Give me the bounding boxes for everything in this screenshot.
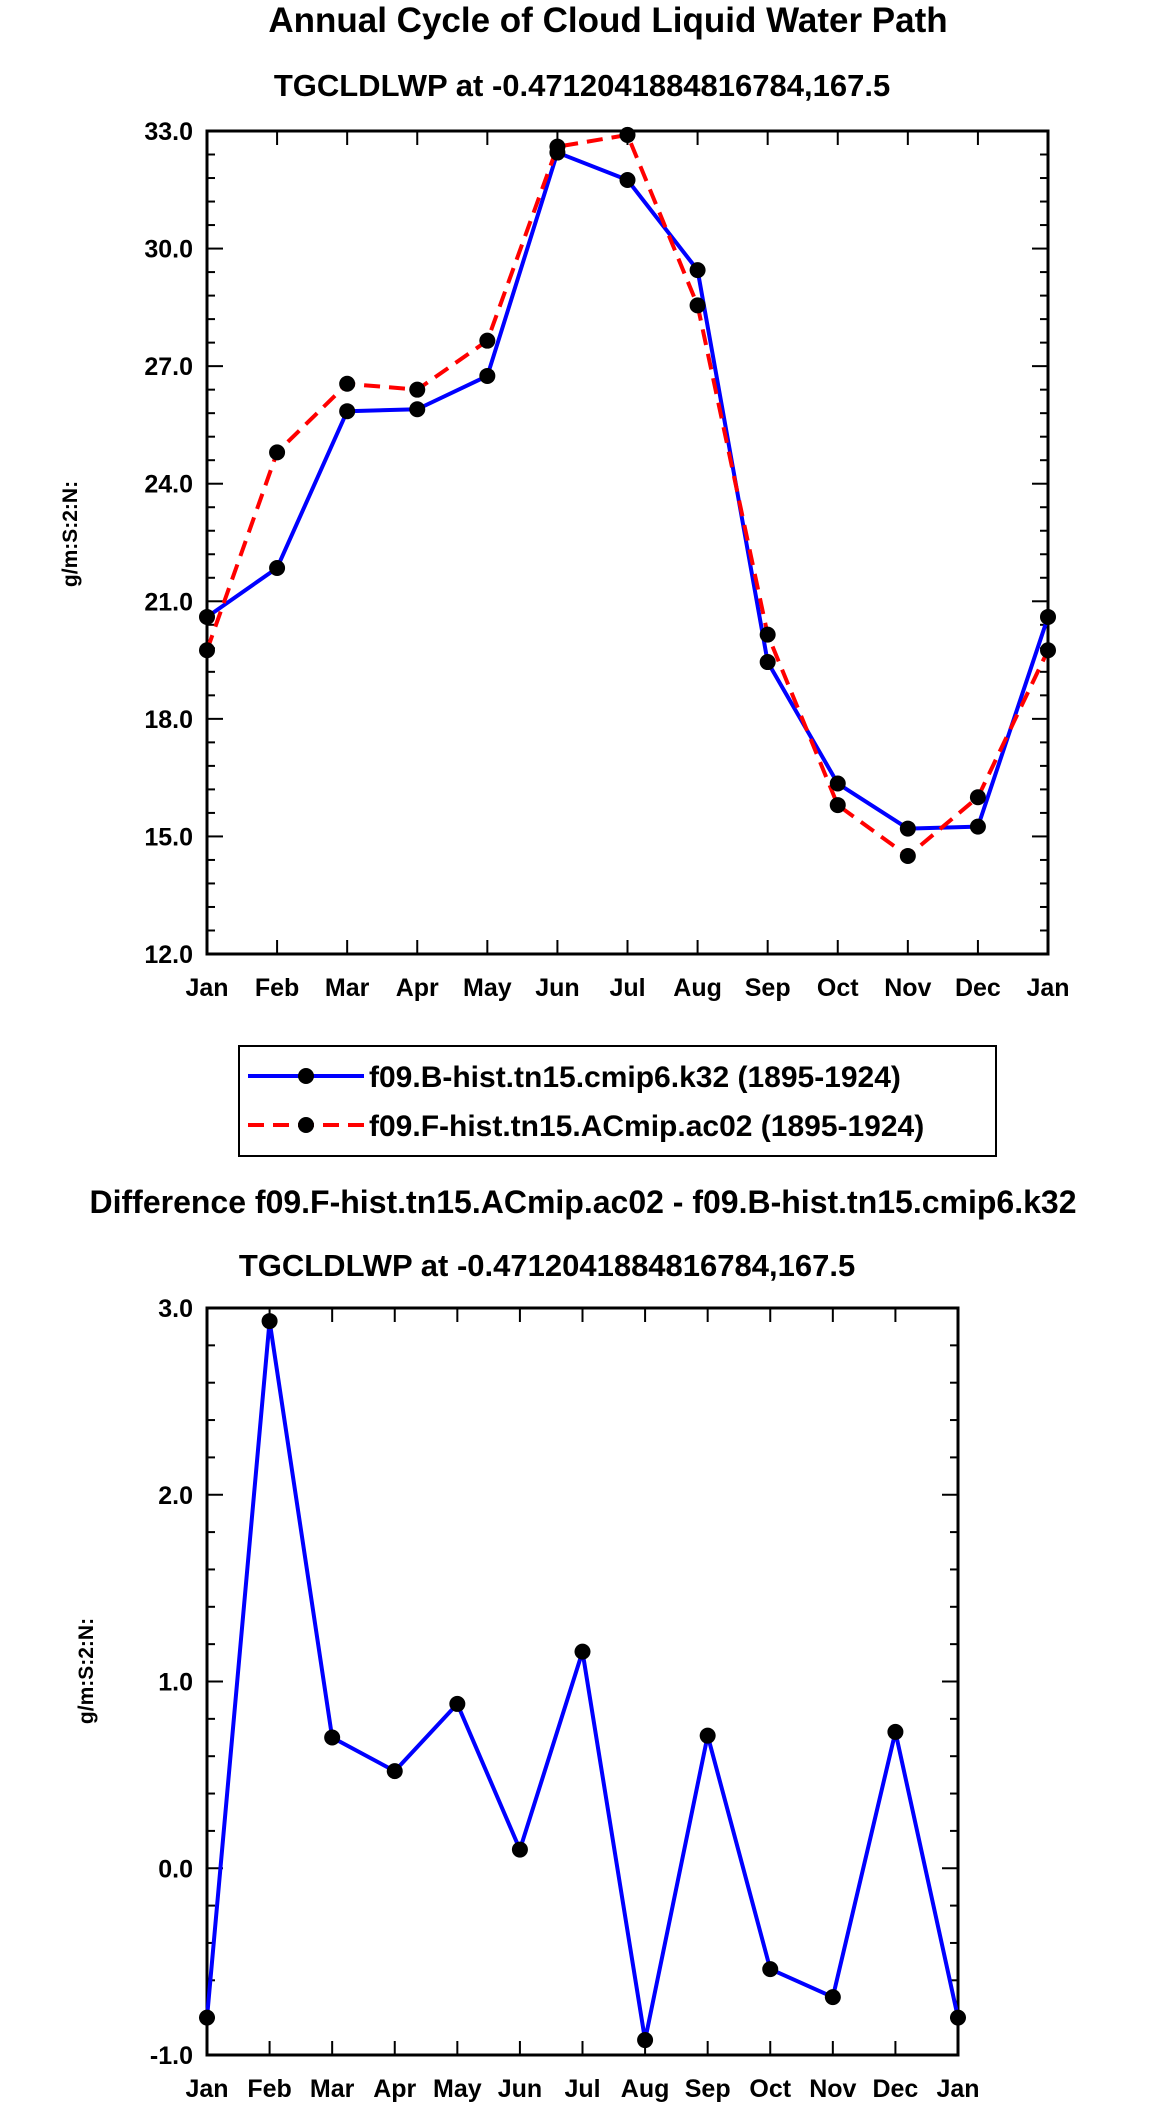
chart2-x-tick-label: Nov (809, 2075, 856, 2103)
chart2-y-tick-label: 2.0 (158, 1482, 193, 1510)
chart2-y-tick-label: 1.0 (158, 1669, 193, 1697)
chart1-plot-frame (205, 129, 1050, 956)
chart2-series-1-point (324, 1729, 341, 1746)
chart2-series-1-point (574, 1643, 591, 1660)
chart2-x-tick-label: Oct (749, 2075, 791, 2103)
chart1-x-tick-label: May (463, 974, 512, 1002)
chart2-y-tick-label: 3.0 (158, 1295, 193, 1323)
legend-marker-series-1 (298, 1068, 314, 1084)
chart2-x-tick-label: Sep (685, 2075, 731, 2103)
chart1-series-2-line (205, 132, 1050, 859)
chart2-x-tick-label: Dec (872, 2075, 918, 2103)
chart1-series-2-point (619, 126, 636, 143)
legend-marker-series-2 (298, 1117, 314, 1133)
chart1-series-1-point (689, 262, 706, 279)
chart1-series-1-point (829, 775, 846, 792)
chart1-subtitle: TGCLDLWP at -0.4712041884816784,167.5 (274, 68, 890, 103)
chart2-series-1-point (887, 1723, 904, 1740)
chart1-y-tick-label: 21.0 (144, 588, 193, 616)
chart2-x-tick-label: Jul (564, 2075, 600, 2103)
chart1-series-1-point (1040, 608, 1056, 625)
chart1-x-tick-label: Jul (609, 974, 645, 1002)
chart1-y-tick-label: 18.0 (144, 706, 193, 734)
chart1-x-tick-label: Nov (884, 974, 931, 1002)
chart1-series-1-point (899, 820, 916, 837)
chart2-series-1-line (205, 1319, 960, 2043)
chart2-x-tick-label: Feb (247, 2075, 291, 2103)
chart2-series-1-point (261, 1313, 278, 1330)
chart2-subtitle: TGCLDLWP at -0.4712041884816784,167.5 (239, 1248, 855, 1283)
chart1-series-2-point (1040, 642, 1056, 659)
chart2-y-axis-label: g/m:S:2:N: (75, 1618, 98, 1724)
chart1-series-2-point (479, 332, 496, 349)
chart1-series-2-point (899, 848, 916, 865)
legend-label-series-2: f09.F-hist.tn15.ACmip.ac02 (1895-1924) (369, 1110, 924, 1143)
chart1-y-tick-label: 12.0 (144, 941, 193, 969)
chart2-series-1-point (511, 1841, 528, 1858)
chart2-x-tick-label: May (433, 2075, 482, 2103)
chart1-x-tick-label: Jan (1026, 974, 1069, 1002)
chart2-x-tick-label: Jan (185, 2075, 228, 2103)
chart1-series-2-point (549, 138, 566, 155)
chart2-x-tick-label: Jan (936, 2075, 979, 2103)
chart1-series-1-point (199, 608, 215, 625)
chart1-series-1-point (479, 367, 496, 384)
chart1-y-tick-label: 30.0 (144, 236, 193, 264)
chart2-series-1-point (386, 1763, 403, 1780)
chart1-x-tick-label: Mar (325, 974, 370, 1002)
chart1-y-tick-label: 24.0 (144, 471, 193, 499)
chart1-legend: f09.B-hist.tn15.cmip6.k32 (1895-1924) f0… (238, 1045, 997, 1157)
chart2-x-tick-label: Mar (310, 2075, 355, 2103)
chart1-series-1-point (969, 818, 986, 835)
chart2-x-tick-label: Apr (373, 2075, 416, 2103)
chart1-x-tick-label: Feb (255, 974, 299, 1002)
chart1-y-tick-label: 27.0 (144, 353, 193, 381)
chart1-x-tick-label: Apr (396, 974, 439, 1002)
chart1-series-2-point (759, 626, 776, 643)
chart1-title: Annual Cycle of Cloud Liquid Water Path (268, 1, 947, 40)
chart1-series-2-point (409, 381, 426, 398)
difference-chart: Difference f09.F-hist.tn15.ACmip.ac02 - … (75, 1184, 1076, 2103)
chart1-series-2-point (969, 789, 986, 806)
chart2-series-1-point (699, 1727, 716, 1744)
chart1-y-tick-label: 15.0 (144, 823, 193, 851)
chart1-x-tick-label: Jun (535, 974, 579, 1002)
chart1-series-1-point (269, 559, 286, 576)
chart1-series-1-point (409, 401, 426, 418)
chart2-series-1-point (762, 1961, 779, 1978)
chart2-x-tick-label: Jun (498, 2075, 542, 2103)
chart1-x-tick-label: Aug (673, 974, 722, 1002)
chart2-y-tick-label: -1.0 (150, 2042, 193, 2070)
chart1-y-axis-label: g/m:S:2:N: (59, 481, 82, 587)
chart2-title: Difference f09.F-hist.tn15.ACmip.ac02 - … (90, 1184, 1077, 1220)
chart1-x-tick-label: Dec (955, 974, 1001, 1002)
chart2-series-1-point (199, 2009, 215, 2026)
annual-cycle-chart: Annual Cycle of Cloud Liquid Water Path … (59, 1, 1070, 1157)
chart2-series-1-point (950, 2009, 966, 2026)
chart1-series-2-point (269, 444, 286, 461)
chart1-series-1-line (205, 150, 1050, 831)
chart2-y-tick-label: 0.0 (158, 1855, 193, 1883)
chart1-series-1-point (339, 403, 356, 420)
chart2-series-1-point (449, 1695, 466, 1712)
chart1-x-tick-label: Oct (817, 974, 859, 1002)
chart1-series-2-point (829, 797, 846, 814)
legend-label-series-1: f09.B-hist.tn15.cmip6.k32 (1895-1924) (369, 1061, 901, 1094)
chart1-series-2-point (339, 375, 356, 392)
chart2-series-1-point (824, 1989, 841, 2006)
chart1-series-2-point (689, 297, 706, 314)
chart1-series-1-point (619, 171, 636, 188)
chart1-series-2-point (199, 642, 215, 659)
chart1-x-tick-label: Jan (185, 974, 228, 1002)
legend-box (238, 1045, 997, 1157)
chart1-y-tick-label: 33.0 (144, 118, 193, 146)
chart1-series-1-point (759, 654, 776, 671)
chart2-series-1-point (637, 2032, 654, 2049)
chart2-x-tick-label: Aug (621, 2075, 670, 2103)
chart1-x-tick-label: Sep (745, 974, 791, 1002)
